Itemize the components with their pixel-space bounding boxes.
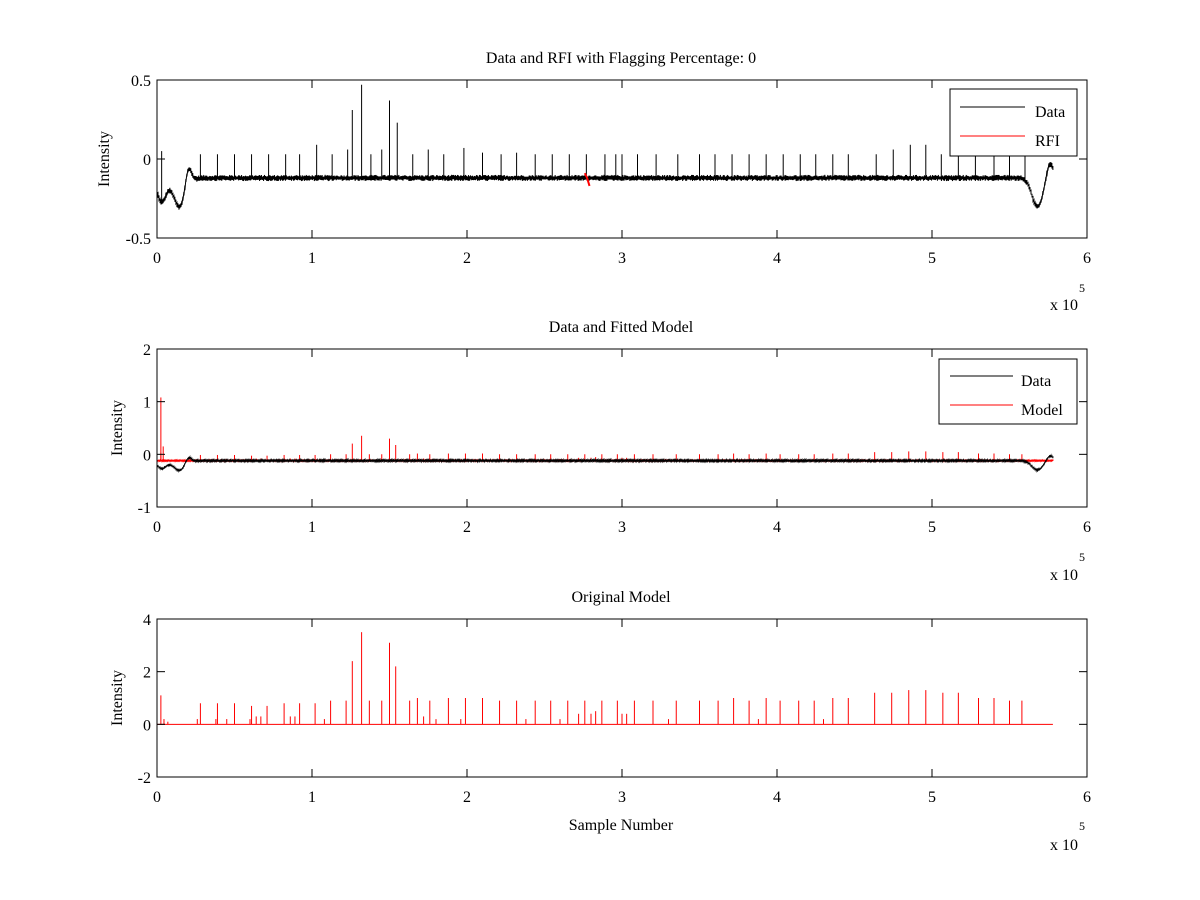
legend-label-data: Data: [1035, 104, 1065, 121]
series-layer: [156, 84, 1054, 210]
x-tick-label: 5: [928, 519, 936, 536]
legend: Data RFI: [949, 88, 1078, 157]
chart-panel-rfi: Data and RFI with Flagging Percentage: 0…: [96, 50, 1091, 314]
tick-layer: 0 1 2 3 4 5 6-0.500.5: [126, 73, 1091, 267]
chart-title: Data and Fitted Model: [549, 319, 694, 336]
x-exponent-power: 5: [1079, 550, 1085, 564]
x-tick-label: 1: [308, 789, 316, 806]
x-tick-label: 1: [308, 519, 316, 536]
x-tick-label: 3: [618, 519, 626, 536]
x-exponent-base: x 10: [1050, 297, 1078, 314]
x-tick-label: 2: [463, 250, 471, 267]
y-tick-label: 0: [143, 152, 151, 169]
x-tick-label: 1: [308, 250, 316, 267]
x-tick-label: 3: [618, 250, 626, 267]
y-tick-label: 4: [143, 612, 151, 629]
x-tick-label: 4: [773, 519, 781, 536]
series-layer: [157, 632, 1053, 725]
y-tick-label: -0.5: [126, 231, 151, 248]
y-tick-label: 0: [143, 717, 151, 734]
x-tick-label: 5: [928, 250, 936, 267]
legend-label-rfi: RFI: [1035, 133, 1060, 150]
x-tick-label: 5: [928, 789, 936, 806]
rfi-series-line: [583, 172, 591, 187]
x-tick-label: 6: [1083, 519, 1091, 536]
y-tick-label: 0: [143, 447, 151, 464]
data-series-line: [156, 453, 1054, 473]
x-exponent-base: x 10: [1050, 567, 1078, 584]
y-axis-label: Intensity: [109, 670, 126, 726]
x-tick-label: 4: [773, 789, 781, 806]
legend-label-data: Data: [1021, 373, 1051, 390]
legend-box: [949, 88, 1078, 157]
chart-title: Original Model: [571, 589, 671, 606]
x-exponent-power: 5: [1079, 819, 1085, 833]
y-tick-label: 1: [143, 395, 151, 412]
x-tick-label: 0: [153, 519, 161, 536]
y-tick-label: -2: [138, 770, 151, 787]
x-tick-label: 6: [1083, 789, 1091, 806]
y-tick-label: 2: [143, 665, 151, 682]
x-exponent-base: x 10: [1050, 837, 1078, 854]
y-tick-label: -1: [138, 500, 151, 517]
legend-box: [938, 358, 1078, 425]
y-axis-label: Intensity: [109, 400, 126, 456]
x-tick-label: 0: [153, 250, 161, 267]
x-tick-label: 2: [463, 789, 471, 806]
series-layer: [156, 397, 1054, 473]
x-tick-label: 2: [463, 519, 471, 536]
x-tick-label: 3: [618, 789, 626, 806]
x-tick-label: 4: [773, 250, 781, 267]
legend: Data Model: [938, 358, 1078, 425]
y-axis-label: Intensity: [96, 131, 113, 187]
x-tick-label: 0: [153, 789, 161, 806]
y-tick-label: 0.5: [131, 73, 151, 90]
y-tick-label: 2: [143, 342, 151, 359]
chart-title: Data and RFI with Flagging Percentage: 0: [486, 50, 756, 67]
x-axis-label: Sample Number: [569, 817, 674, 834]
x-tick-label: 6: [1083, 250, 1091, 267]
x-exponent-power: 5: [1079, 281, 1085, 295]
legend-label-model: Model: [1021, 402, 1063, 419]
chart-panel-fitted-model: Data and Fitted Model Intensity 0 1 2 3 4 5 6 -…: [109, 319, 1091, 584]
